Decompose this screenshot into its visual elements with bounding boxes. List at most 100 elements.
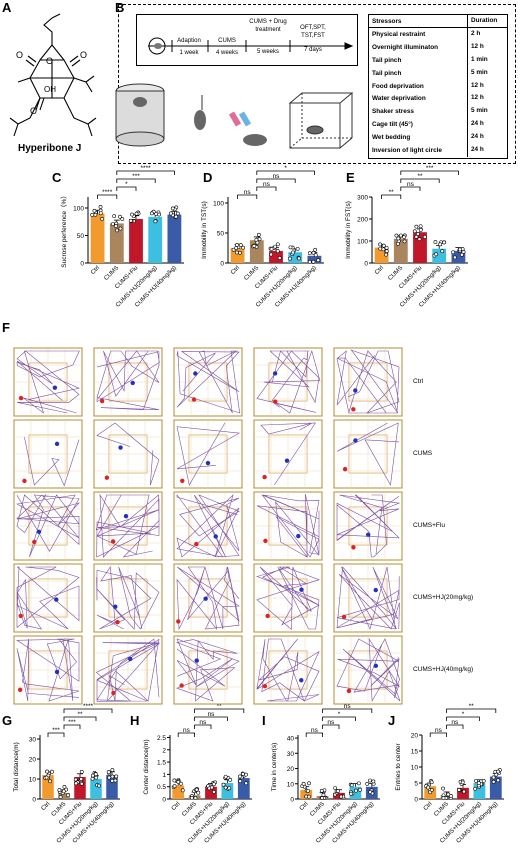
y-tick-label: 10 — [411, 765, 419, 772]
data-point — [307, 794, 311, 799]
end-point — [99, 398, 105, 404]
data-point — [98, 208, 103, 213]
movement-track — [256, 349, 321, 414]
significance-bracket — [194, 724, 212, 729]
y-axis-label: Entries to center — [395, 743, 402, 791]
data-point — [44, 775, 49, 780]
oft-arena — [333, 635, 403, 705]
data-point — [239, 775, 244, 780]
data-point — [238, 243, 243, 247]
end-point — [22, 478, 27, 484]
panel-label-h: H — [130, 713, 140, 728]
category-label: CUMS+HJ(40mg/kg) — [418, 265, 461, 308]
data-point — [453, 255, 457, 260]
start-point — [130, 380, 135, 386]
bar — [106, 775, 118, 799]
category-label: CUMS+Flu — [254, 265, 279, 290]
stressor-duration: 2 h — [467, 28, 480, 41]
category-label: Ctrl — [374, 265, 385, 276]
data-point — [319, 796, 324, 800]
oft-arena — [253, 347, 323, 417]
end-point — [111, 690, 116, 696]
category-label: CUMS+HJ(40mg/kg) — [204, 801, 247, 844]
significance-label: * — [125, 181, 128, 188]
data-point — [402, 233, 407, 238]
oft-row-label: CUMS+HJ(40mg/kg) — [413, 666, 474, 673]
oft-arena — [13, 419, 83, 489]
significance-label: * — [338, 711, 341, 718]
data-point — [154, 211, 159, 216]
oft-row-label: CUMS+Flu — [413, 522, 445, 529]
svg-text:OH: OH — [44, 85, 56, 94]
y-tick-label: 40 — [287, 736, 295, 743]
data-point — [172, 778, 177, 783]
arena-center-zone — [188, 362, 228, 402]
data-point — [457, 788, 461, 792]
arena-border — [253, 635, 323, 705]
data-point — [207, 786, 212, 791]
y-tick-label: 2 — [162, 747, 166, 754]
arena-center-zone — [188, 578, 228, 618]
data-point — [240, 771, 245, 776]
start-point — [366, 532, 371, 537]
data-point — [236, 245, 241, 249]
header-duration: Duration — [467, 15, 497, 27]
arena-border — [93, 419, 163, 489]
bar — [148, 216, 163, 263]
stage-adaption-label: Adaption — [177, 38, 201, 44]
data-point — [333, 792, 338, 797]
data-point — [402, 235, 407, 239]
data-point — [235, 243, 240, 247]
data-point — [493, 769, 498, 774]
category-label: CUMS+Flu — [317, 801, 342, 826]
data-point — [57, 788, 62, 792]
data-point — [228, 777, 233, 782]
data-point — [275, 242, 280, 247]
oft-arena — [253, 491, 323, 561]
start-point — [205, 460, 211, 466]
data-point — [297, 256, 301, 261]
movement-track — [336, 566, 400, 630]
start-point — [373, 587, 378, 593]
significance-label: ns — [344, 703, 352, 710]
panel-label-j: J — [388, 713, 396, 728]
category-label: Ctrl — [423, 801, 434, 812]
category-label: CUMS+HJ(20mg/kg) — [315, 801, 358, 844]
data-point — [151, 209, 156, 214]
bar — [440, 795, 453, 799]
data-point — [156, 210, 161, 215]
stage-adaption-duration: 1 week — [179, 50, 199, 56]
chart-I: 0 10 20 30 40 Time in center(s) Ctrl CUMSCUMS+F… — [271, 703, 380, 845]
arena-center-zone — [108, 506, 148, 546]
data-point — [456, 249, 461, 253]
data-point — [170, 206, 175, 211]
movement-track — [175, 638, 240, 702]
data-point — [460, 780, 465, 785]
data-point — [497, 768, 502, 772]
arena-border — [253, 419, 323, 489]
data-point — [255, 240, 260, 245]
stressor-duration: 1 min — [467, 53, 488, 67]
data-point — [226, 786, 230, 791]
arena-center-zone — [28, 506, 68, 546]
data-point — [458, 247, 462, 252]
data-point — [301, 781, 306, 786]
data-point — [275, 249, 280, 253]
category-label: CUMS+HJ(20mg/kg) — [399, 265, 442, 308]
data-point — [112, 214, 117, 219]
start-point — [118, 445, 123, 450]
data-point — [307, 251, 312, 256]
stressor-rows: Physical restraint 2 h Overnight illuminat… — [369, 28, 507, 157]
data-point — [277, 256, 282, 260]
significance-label: ns — [208, 711, 216, 718]
data-point — [304, 788, 309, 793]
data-point — [157, 212, 162, 217]
arena-center-zone — [108, 578, 148, 618]
data-point — [221, 782, 226, 787]
arena-center-zone — [108, 362, 148, 402]
oft-arena — [93, 347, 163, 417]
significance-label: *** — [132, 173, 140, 180]
data-point — [92, 208, 97, 213]
data-point — [320, 796, 325, 800]
data-point — [457, 788, 462, 793]
